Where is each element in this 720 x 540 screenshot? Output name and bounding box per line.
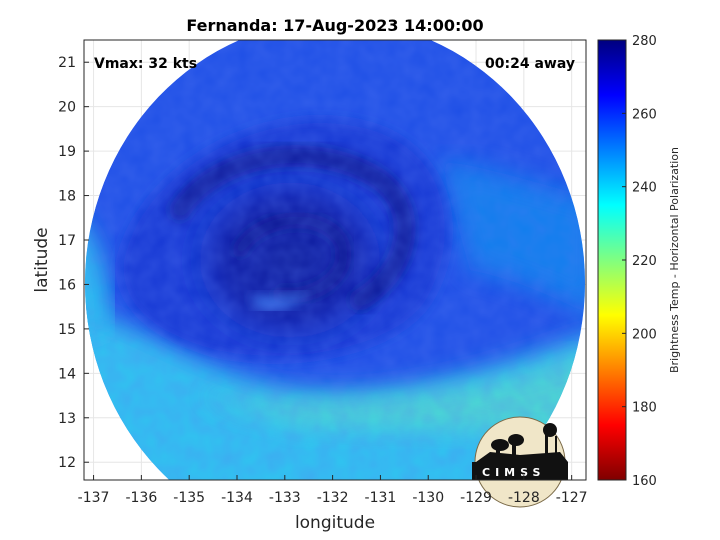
y-tick-label: 12 bbox=[58, 455, 76, 471]
colorbar-ticks: 160 180 200 220 240 260 280 bbox=[622, 34, 657, 489]
colorbar-tick-label: 200 bbox=[632, 327, 657, 342]
y-tick-label: 20 bbox=[58, 100, 76, 116]
x-axis-ticks: -137 -136 -135 -134 -133 -132 -131 -130 -129 -128… bbox=[78, 475, 588, 506]
y-axis-ticks: 12 13 14 15 16 17 18 19 20 21 bbox=[58, 55, 89, 471]
colorbar-tick-label: 280 bbox=[632, 34, 657, 49]
x-tick-label: -136 bbox=[125, 490, 157, 506]
y-tick-label: 19 bbox=[58, 144, 76, 160]
vmax-label: Vmax: 32 kts bbox=[94, 56, 197, 72]
y-tick-label: 15 bbox=[58, 322, 76, 338]
colorbar-tick-label: 160 bbox=[632, 474, 657, 489]
x-tick-label: -134 bbox=[221, 490, 253, 506]
colorbar-tick-label: 240 bbox=[632, 181, 657, 196]
x-tick-label: -128 bbox=[508, 490, 540, 506]
cimss-logo: CIMSS bbox=[472, 416, 568, 508]
colorbar-tick-label: 220 bbox=[632, 254, 657, 269]
colorbar-tick-label: 180 bbox=[632, 401, 657, 416]
y-tick-label: 21 bbox=[58, 55, 76, 71]
x-tick-label: -135 bbox=[173, 490, 205, 506]
x-tick-label: -129 bbox=[460, 490, 492, 506]
x-tick-label: -127 bbox=[556, 490, 588, 506]
y-tick-label: 17 bbox=[58, 233, 76, 249]
axes-frame bbox=[83, 39, 587, 481]
x-tick-label: -130 bbox=[412, 490, 444, 506]
y-tick-label: 16 bbox=[58, 277, 76, 293]
brightness-temp-swath bbox=[85, 40, 585, 480]
colorbar bbox=[597, 39, 627, 481]
x-tick-label: -132 bbox=[317, 490, 349, 506]
colorbar-label: Brightness Temp - Horizontal Polarizatio… bbox=[668, 147, 681, 373]
y-tick-label: 13 bbox=[58, 411, 76, 427]
x-tick-label: -137 bbox=[78, 490, 110, 506]
figure-title: Fernanda: 17-Aug-2023 14:00:00 bbox=[186, 16, 483, 35]
logo-text: CIMSS bbox=[482, 466, 545, 479]
x-tick-label: -131 bbox=[365, 490, 397, 506]
time-offset-label: 00:24 away bbox=[485, 56, 575, 72]
y-tick-label: 14 bbox=[58, 366, 76, 382]
y-tick-label: 18 bbox=[58, 189, 76, 205]
colorbar-tick-label: 260 bbox=[632, 107, 657, 122]
y-axis-label: latitude bbox=[32, 227, 52, 292]
x-axis-label: longitude bbox=[295, 513, 375, 533]
x-tick-label: -133 bbox=[269, 490, 301, 506]
